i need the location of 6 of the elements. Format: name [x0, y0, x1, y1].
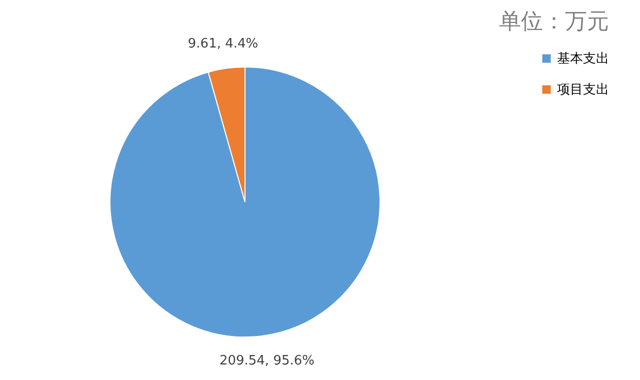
data-label: 209.54, 95.6% [219, 353, 315, 368]
pie-slice [110, 66, 380, 338]
data-label: 9.61, 4.4% [188, 36, 258, 52]
legend-label: 项目支出 [557, 82, 609, 98]
legend-label: 基本支出 [557, 52, 609, 66]
chart-title: 单位：万元 [499, 10, 609, 35]
